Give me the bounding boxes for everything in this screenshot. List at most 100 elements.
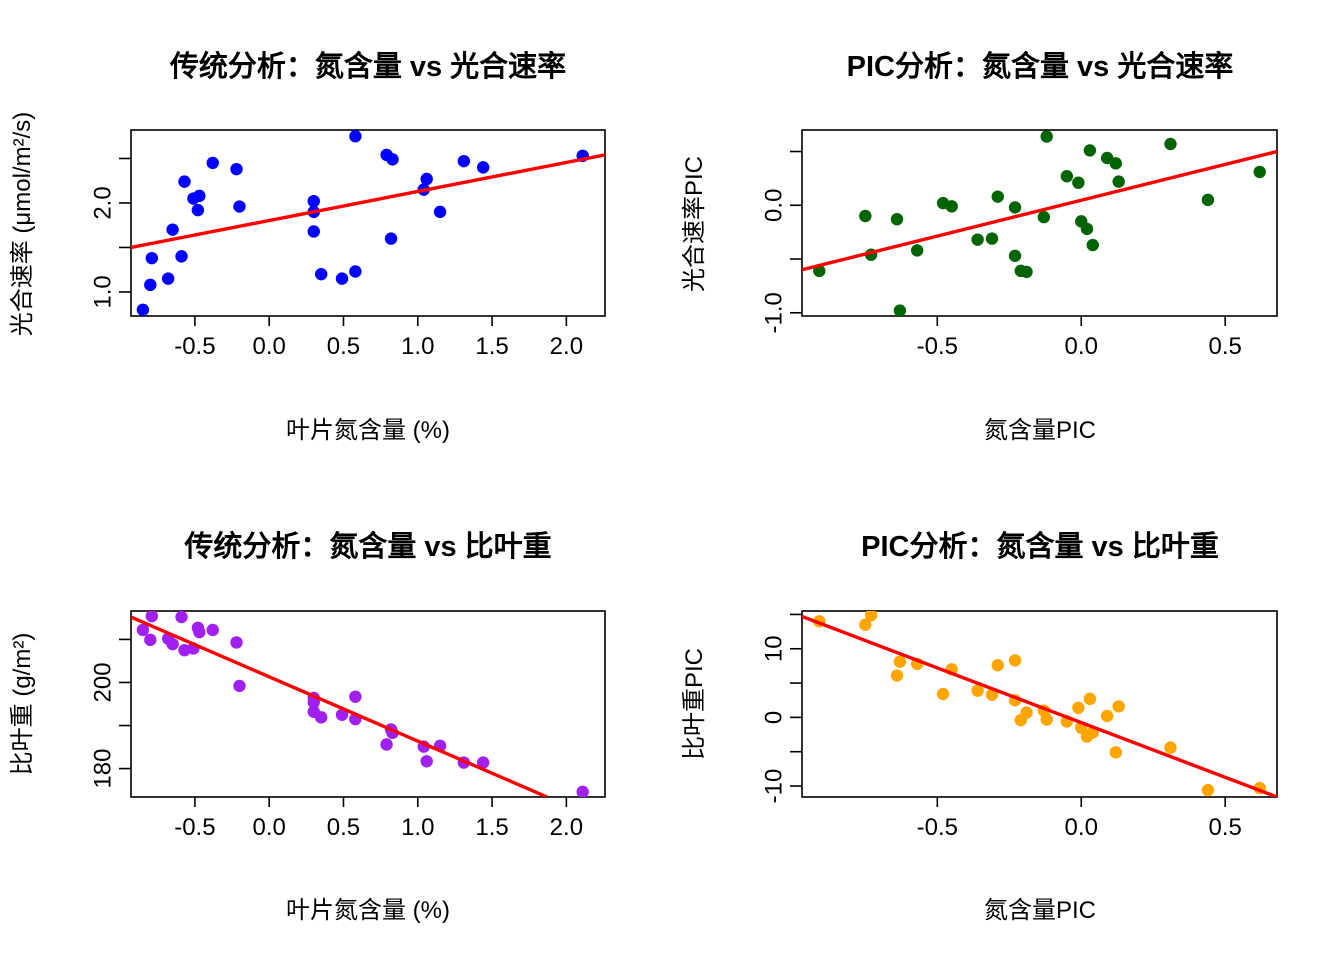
- regression-line: [802, 149, 1277, 272]
- data-point: [175, 250, 188, 263]
- points: [136, 611, 589, 797]
- panel-title: 传统分析：氮含量 vs 比叶重: [183, 529, 551, 563]
- data-point: [890, 669, 904, 682]
- data-point: [1083, 692, 1097, 706]
- data-point: [1072, 701, 1085, 714]
- x-tick-label: 0.0: [1065, 814, 1098, 841]
- data-point: [314, 711, 328, 724]
- data-point: [893, 655, 907, 668]
- data-point: [193, 625, 206, 639]
- data-point: [178, 175, 191, 188]
- data-point: [1020, 265, 1033, 279]
- data-point: [576, 785, 589, 797]
- data-point: [136, 303, 150, 316]
- x-tick-label: 1.0: [401, 814, 434, 841]
- data-point: [1040, 713, 1053, 726]
- data-point: [1008, 201, 1022, 214]
- data-point: [206, 156, 219, 170]
- x-tick-label: -0.5: [174, 814, 215, 841]
- data-point: [335, 272, 349, 285]
- points: [136, 130, 589, 316]
- x-tick-label: -0.5: [917, 333, 958, 360]
- data-point: [233, 679, 246, 693]
- data-point: [175, 611, 188, 624]
- data-point: [386, 153, 399, 166]
- data-point: [1008, 249, 1022, 262]
- panel-nitrogen-vs-lma-traditional: 传统分析：氮含量 vs 比叶重 叶片氮含量 (%) 比叶重 (g/m²) -0.…: [9, 529, 606, 924]
- data-point: [230, 636, 243, 649]
- data-point: [420, 755, 433, 768]
- x-tick-label: 1.5: [475, 333, 508, 360]
- data-point: [384, 232, 398, 245]
- x-axis-label: 叶片氮含量 (%): [286, 417, 450, 444]
- data-point: [1037, 210, 1051, 224]
- x-tick-label: 1.0: [401, 333, 434, 360]
- y-tick-label: 1.0: [90, 275, 117, 308]
- panel-nitrogen-vs-lma-pic: PIC分析：氮含量 vs 比叶重 氮含量PIC 比叶重PIC -0.5 0.0 0.…: [681, 529, 1278, 924]
- y-tick-label: 0.0: [761, 189, 788, 222]
- data-point: [144, 278, 157, 292]
- data-point: [910, 244, 924, 257]
- data-point: [1060, 170, 1074, 183]
- data-point: [1164, 137, 1177, 151]
- data-point: [206, 623, 219, 637]
- x-axis-label: 氮含量PIC: [984, 897, 1096, 924]
- data-point: [193, 189, 206, 203]
- data-point: [1072, 176, 1085, 189]
- data-point: [1080, 222, 1094, 236]
- data-point: [859, 209, 872, 223]
- data-point: [166, 637, 179, 651]
- data-point: [335, 708, 349, 721]
- panel-nitrogen-vs-photosynthesis-pic: PIC分析：氮含量 vs 光合速率 氮含量PIC 光合速率PIC -0.5 0.0…: [681, 49, 1278, 444]
- y-tick-label: 0: [761, 711, 788, 724]
- points: [813, 130, 1266, 316]
- data-point: [433, 205, 447, 219]
- data-point: [145, 611, 159, 623]
- y-tick-label: -1.0: [761, 292, 788, 333]
- x-tick-label: -0.5: [174, 333, 215, 360]
- data-point: [1164, 741, 1177, 754]
- data-point: [144, 633, 157, 647]
- x-tick-label: 0.0: [253, 814, 286, 841]
- plot-frame: [801, 129, 1278, 317]
- data-point: [457, 154, 471, 168]
- data-point: [420, 172, 433, 186]
- data-point: [136, 623, 150, 637]
- y-tick-label: 200: [90, 662, 117, 702]
- y-axis-label: 比叶重PIC: [681, 648, 708, 760]
- x-tick-label: 0.5: [1208, 333, 1241, 360]
- y-tick-label: 10: [761, 635, 788, 662]
- data-point: [1083, 144, 1097, 157]
- x-tick-label: 1.5: [475, 814, 508, 841]
- data-point: [1020, 706, 1033, 719]
- data-point: [307, 225, 320, 238]
- x-tick-label: 0.0: [253, 333, 286, 360]
- data-point: [1112, 700, 1125, 713]
- x-tick-label: 2.0: [550, 333, 583, 360]
- data-point: [1201, 783, 1215, 797]
- plot-frame: [130, 129, 606, 317]
- x-tick-label: 0.5: [327, 333, 360, 360]
- y-axis-label: 光合速率PIC: [681, 156, 708, 292]
- regression-line: [131, 153, 605, 250]
- data-point: [233, 200, 246, 213]
- data-point: [864, 611, 878, 622]
- data-point: [1100, 709, 1114, 723]
- data-point: [1109, 157, 1122, 170]
- data-point: [476, 161, 490, 174]
- x-axis-label: 氮含量PIC: [984, 417, 1096, 444]
- panel-title: PIC分析：氮含量 vs 光合速率: [847, 49, 1234, 83]
- data-point: [230, 162, 243, 176]
- y-axis-label: 光合速率 (μmol/m²/s): [9, 112, 36, 336]
- data-point: [191, 203, 205, 217]
- data-point: [476, 756, 490, 769]
- data-point: [859, 618, 872, 631]
- data-point: [1253, 165, 1266, 179]
- plot-frame: [801, 610, 1278, 798]
- data-point: [936, 687, 950, 701]
- data-point: [349, 690, 362, 703]
- regression-line: [131, 615, 548, 797]
- data-point: [1109, 746, 1122, 759]
- x-tick-label: 0.5: [327, 814, 360, 841]
